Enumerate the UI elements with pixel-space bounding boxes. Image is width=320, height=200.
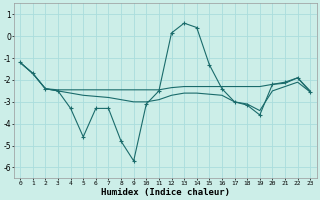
X-axis label: Humidex (Indice chaleur): Humidex (Indice chaleur) [101, 188, 230, 197]
